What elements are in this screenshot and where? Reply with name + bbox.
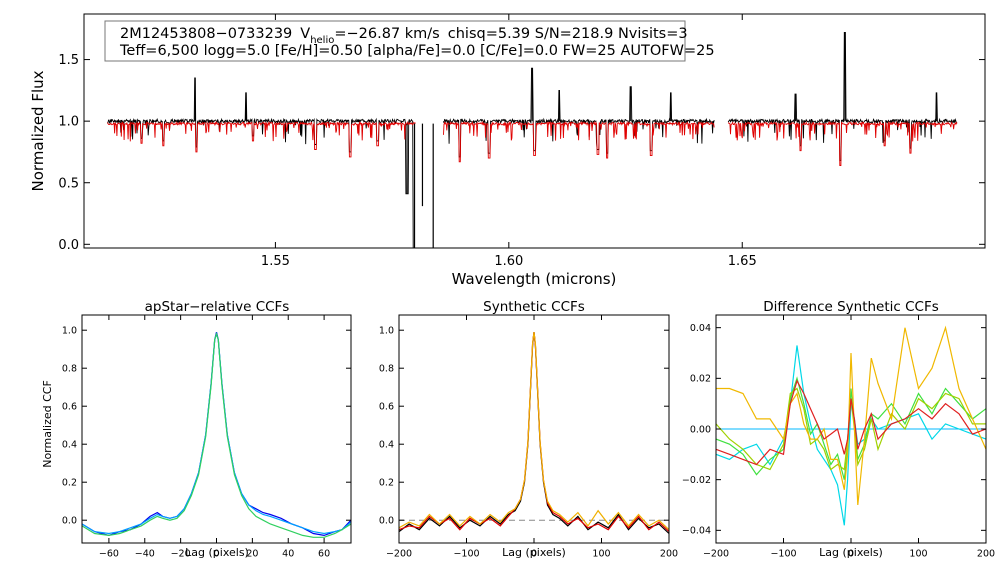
apstar-ccf-title: apStar−relative CCFs (145, 299, 290, 315)
synthetic-ccf-ytick-label: 0.6 (379, 402, 394, 413)
spectrum-ticks: 1.55 1.60 1.65 0.0 0.5 1.0 1.5 (58, 14, 985, 269)
synthetic-ccf-ytick-label: 1.0 (379, 326, 394, 337)
apstar-ccf-xtick-label: −20 (171, 549, 191, 560)
synthetic-ccf-xtick-label: 200 (660, 549, 678, 560)
difference-ccf-ytick-label: 0.04 (690, 323, 711, 334)
info-v-label: V (300, 26, 310, 42)
spectrum-xtick-label: 1.60 (494, 254, 523, 269)
difference-ccf-panel: Difference Synthetic CCFs −200 −100 0 100 20… (682, 299, 995, 560)
info-stats: chisq=5.39 S/N=218.9 Nvisits=3 (448, 26, 688, 42)
synthetic-ccf-series-2 (398, 332, 670, 533)
info-v-value: =−26.87 km/s (334, 26, 439, 42)
difference-ccf-xtick-label: 100 (909, 549, 927, 560)
difference-ccf-series-4 (716, 325, 987, 506)
apstar-ccf-ylabel: Normalized CCF (41, 380, 54, 468)
apstar-ccf-xtick-label: 60 (318, 549, 330, 560)
apstar-ccf-ticks: −60 −40 −20 0 20 40 60 0.0 0.2 0.4 0.6 0.8 1.0 (62, 315, 351, 560)
synthetic-ccf-title: Synthetic CCFs (483, 299, 585, 315)
spectrum-xlabel: Wavelength (microns) (452, 270, 617, 288)
spectrum-observed-chip-2 (443, 67, 715, 158)
synthetic-ccf-xtick-label: 0 (531, 549, 537, 560)
difference-ccf-ytick-label: 0.02 (690, 374, 711, 385)
apstar-ccf-ytick-label: 0.8 (62, 364, 77, 375)
spectrum-synthetic-chip-1 (106, 120, 416, 158)
synthetic-ccf-panel: Synthetic CCFs −200 −100 0 100 200 0.0 0.2 0.4 0… (379, 299, 678, 560)
apstar-ccf-ytick-label: 0.6 (62, 402, 77, 413)
synthetic-ccf-xlabel: Lag (pixels) (502, 546, 566, 559)
spectrum-ylabel: Normalized Flux (29, 70, 47, 191)
apstar-ccf-series (81, 331, 352, 538)
difference-ccf-xtick-label: 200 (977, 549, 995, 560)
synthetic-ccf-series-3 (398, 332, 670, 531)
synthetic-ccf-series (398, 332, 670, 534)
apstar-ccf-xtick-label: −40 (135, 549, 155, 560)
synthetic-ccf-ytick-label: 0.0 (379, 516, 394, 527)
difference-ccf-series-2 (715, 376, 987, 480)
apstar-ccf-axes-frame (81, 314, 352, 544)
difference-ccf-ticks: −200 −100 0 100 200 −0.04 −0.02 0.00 0.02 0.04 (682, 315, 995, 560)
synthetic-ccf-series-1 (398, 332, 670, 534)
spectrum-xtick-label: 1.55 (261, 254, 290, 269)
spectrum-panel: 1.55 1.60 1.65 0.0 0.5 1.0 1.5 2M12453808−0733… (29, 13, 986, 288)
synthetic-ccf-xtick-label: 100 (592, 549, 610, 560)
difference-ccf-ytick-label: −0.02 (682, 475, 711, 486)
spectrum-synthetic-chip-2 (443, 120, 715, 163)
spectrum-ytick-label: 0.0 (58, 238, 79, 253)
apstar-ccf-ytick-label: 0.4 (62, 440, 77, 451)
apstar-ccf-ytick-label: 0.2 (62, 478, 77, 489)
info-box-frame (104, 20, 686, 62)
synthetic-ccf-ytick-label: 0.4 (379, 440, 394, 451)
info-params: Teff=6,500 logg=5.0 [Fe/H]=0.50 [alpha/F… (119, 43, 715, 59)
apstar-ccf-xtick-label: 40 (282, 549, 294, 560)
difference-ccf-series-5 (715, 379, 987, 466)
apstar-ccf-xtick-label: 0 (213, 549, 219, 560)
spectrum-series-group (106, 32, 958, 249)
synthetic-ccf-ytick-label: 0.2 (379, 478, 394, 489)
spectrum-axes-frame (83, 13, 986, 249)
apstar-ccf-ytick-label: 1.0 (62, 326, 77, 337)
synthetic-ccf-xtick-label: −100 (453, 549, 479, 560)
apstar-ccf-xtick-label: −60 (99, 549, 119, 560)
apstar-ccf-xlabel: Lag (pixels) (185, 546, 249, 559)
difference-ccf-series-1 (715, 345, 987, 526)
spectrum-ytick-label: 1.5 (58, 53, 79, 68)
spectrum-ytick-label: 1.0 (58, 115, 79, 130)
spectrum-observed-chip-1 (107, 77, 416, 249)
difference-ccf-xtick-label: 0 (848, 549, 854, 560)
apstar-ccf-xtick-label: 20 (246, 549, 258, 560)
info-line-1: 2M12453808−0733239 Vhelio=−26.87 km/s chis… (120, 26, 688, 46)
spectrum-observed-chip-3 (727, 32, 958, 162)
difference-ccf-series (715, 325, 987, 526)
difference-ccf-xtick-label: −200 (703, 549, 729, 560)
difference-ccf-title: Difference Synthetic CCFs (763, 299, 939, 315)
apstar-ccf-series-2 (81, 332, 352, 535)
synthetic-ccf-axes-frame (398, 314, 670, 544)
synthetic-ccf-ytick-label: 0.8 (379, 364, 394, 375)
spectrum-synthetic-chip-3 (727, 120, 958, 166)
spectrum-ytick-label: 0.5 (58, 176, 79, 191)
info-v-sub: helio (310, 35, 334, 46)
difference-ccf-xlabel: Lag (pixels) (819, 546, 883, 559)
difference-ccf-xtick-label: −100 (770, 549, 796, 560)
synthetic-ccf-ticks: −200 −100 0 100 200 0.0 0.2 0.4 0.6 0.8 1.0 (379, 315, 678, 560)
synthetic-ccf-xtick-label: −200 (386, 549, 412, 560)
difference-ccf-ytick-label: 0.00 (690, 424, 711, 435)
apstar-ccf-series-1 (81, 331, 352, 537)
difference-ccf-series-3 (715, 387, 986, 471)
info-star-id: 2M12453808−0733239 (120, 26, 292, 42)
difference-ccf-ytick-label: −0.04 (682, 526, 711, 537)
spectrum-info-box: 2M12453808−0733239 Vhelio=−26.87 km/s chis… (104, 20, 715, 62)
apstar-ccf-ytick-label: 0.0 (62, 516, 77, 527)
apstar-ccf-panel: apStar−relative CCFs −60 −40 −20 0 20 40 60 0.0… (41, 299, 352, 560)
spectrum-xtick-label: 1.65 (728, 254, 757, 269)
apstar-ccf-series-3 (81, 332, 352, 538)
